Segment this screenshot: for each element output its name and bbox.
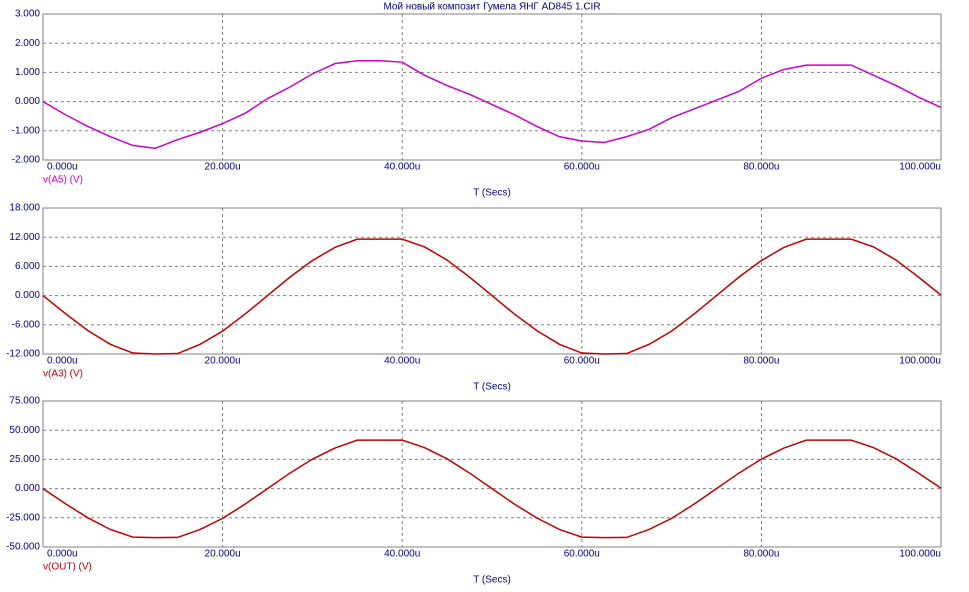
x-tick-label: 40.000u: [384, 356, 420, 367]
x-tick-label: 40.000u: [384, 549, 420, 560]
y-tick-label: 3.000: [15, 9, 40, 20]
y-tick-label: 0.000: [15, 290, 40, 301]
series-line: [42, 439, 942, 539]
x-tick-label: 60.000u: [564, 162, 600, 173]
y-tick-label: 1.000: [15, 67, 40, 78]
y-tick-label: -1.000: [12, 125, 41, 136]
y-tick-label: 18.000: [9, 203, 40, 214]
y-tick-label: -6.000: [12, 319, 41, 330]
series-line: [42, 59, 942, 150]
x-tick-label: 40.000u: [384, 162, 420, 173]
x-tick-label: 60.000u: [564, 356, 600, 367]
x-tick-label: 0.000u: [47, 162, 78, 173]
series-line: [42, 238, 942, 355]
legend-entry: v(A3) (V): [43, 369, 83, 380]
x-tick-label: 20.000u: [205, 356, 241, 367]
plot-frame: [42, 13, 942, 161]
y-tick-label: -50.000: [6, 542, 40, 553]
y-tick-label: 2.000: [15, 38, 40, 49]
y-tick-label: -2.000: [12, 155, 41, 166]
x-tick-label: 100.000u: [899, 549, 941, 560]
y-tick-label: -25.000: [6, 512, 40, 523]
x-axis-label: T (Secs): [473, 188, 511, 199]
x-tick-label: 100.000u: [899, 162, 941, 173]
x-tick-label: 100.000u: [899, 356, 941, 367]
x-tick-label: 80.000u: [743, 549, 779, 560]
plot-frame: [42, 400, 942, 548]
x-axis-label: T (Secs): [473, 575, 511, 586]
y-tick-label: -12.000: [6, 349, 40, 360]
y-tick-label: 0.000: [15, 483, 40, 494]
x-axis-label: T (Secs): [473, 382, 511, 393]
chart-title: Мой новый композит Гумела ЯНГ AD845 1.CI…: [383, 2, 600, 13]
x-tick-label: 80.000u: [743, 356, 779, 367]
y-tick-label: 75.000: [9, 396, 40, 407]
x-tick-label: 0.000u: [47, 356, 78, 367]
legend-entry: v(OUT) (V): [43, 562, 92, 573]
x-tick-label: 0.000u: [47, 549, 78, 560]
y-tick-label: 0.000: [15, 96, 40, 107]
y-tick-label: 25.000: [9, 454, 40, 465]
x-tick-label: 80.000u: [743, 162, 779, 173]
x-tick-label: 20.000u: [205, 162, 241, 173]
y-tick-label: 6.000: [15, 261, 40, 272]
x-tick-label: 60.000u: [564, 549, 600, 560]
x-tick-label: 20.000u: [205, 549, 241, 560]
plot-frame: [42, 207, 942, 355]
y-tick-label: 50.000: [9, 425, 40, 436]
legend-entry: v(A5) (V): [43, 175, 83, 186]
y-tick-label: 12.000: [9, 232, 40, 243]
